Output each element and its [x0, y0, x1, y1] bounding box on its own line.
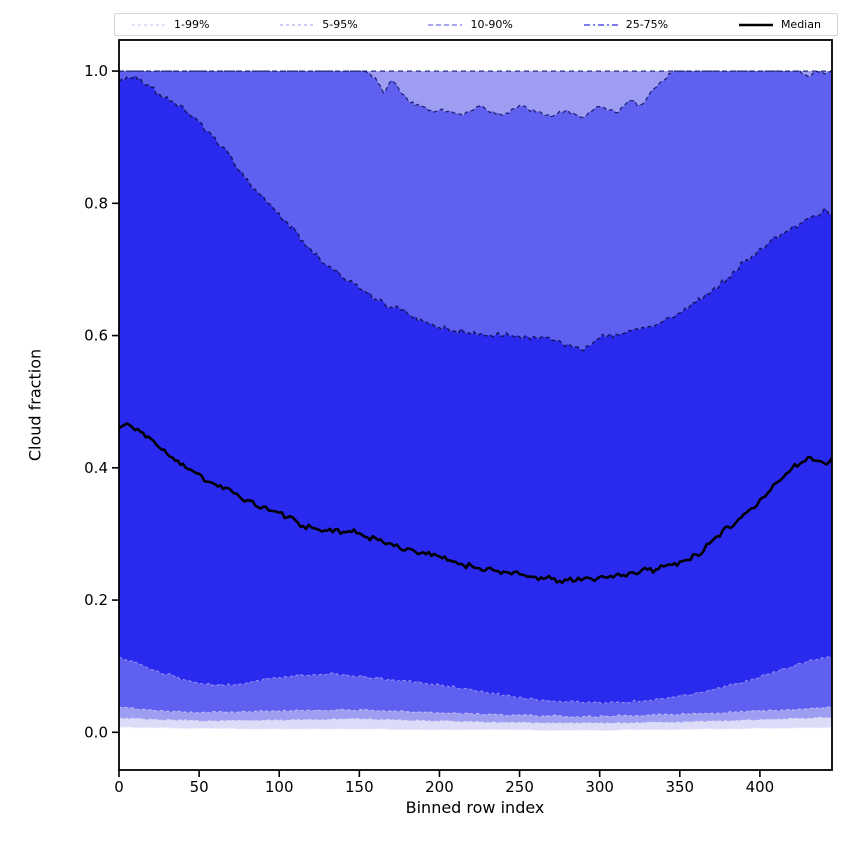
edge-lower-25-75% — [119, 656, 832, 705]
x-tick-label: 350 — [665, 778, 694, 796]
legend-line-swatch — [583, 23, 618, 26]
x-tick-label: 50 — [190, 778, 209, 796]
legend-label: 1-99% — [174, 18, 210, 31]
x-tick-label: 0 — [114, 778, 124, 796]
median-line — [119, 422, 832, 585]
y-tick-label: 0.6 — [84, 327, 108, 345]
axes-frame — [118, 39, 833, 771]
legend-item-25-75-: 25-75% — [583, 18, 668, 31]
band-25-75% — [119, 75, 832, 704]
x-tick-label: 100 — [265, 778, 294, 796]
legend-line-swatch — [280, 23, 315, 26]
plot-data-layer — [119, 70, 832, 732]
x-axis-label: Binned row index — [406, 798, 545, 817]
legend-item-median: Median — [738, 18, 821, 31]
legend-line-swatch — [428, 23, 463, 26]
x-tick-label: 200 — [425, 778, 454, 796]
edge-lower-10-90% — [119, 706, 832, 718]
x-tick-label: 150 — [345, 778, 374, 796]
legend-item-10-90-: 10-90% — [427, 18, 513, 31]
edge-lower-1-99% — [119, 726, 832, 732]
y-tick-label: 1.0 — [84, 62, 108, 80]
y-tick-label: 0.8 — [84, 194, 108, 212]
edge-lower-5-95% — [119, 716, 832, 725]
x-tick-label: 300 — [585, 778, 614, 796]
y-axis-label: Cloud fraction — [26, 349, 45, 461]
legend-label: 10-90% — [470, 18, 513, 31]
legend-item-5-95-: 5-95% — [279, 18, 358, 31]
x-tick-label: 400 — [746, 778, 775, 796]
legend-line-swatch — [738, 23, 773, 26]
legend-label: Median — [780, 18, 821, 31]
chart-legend: 1-99% 5-95% 10-90% 25-75% Median — [114, 13, 838, 36]
legend-label: 25-75% — [625, 18, 669, 31]
legend-label: 5-95% — [322, 18, 358, 31]
edge-p75 — [119, 74, 832, 352]
legend-item-1-99-: 1-99% — [131, 18, 209, 31]
y-tick-label: 0.4 — [84, 459, 108, 477]
plot-axes-layer: 0 50 100 150 200 250 300 350 400 0.0 0.2 0.4 0.6 0.8 1… — [84, 39, 833, 796]
legend-line-swatch — [132, 23, 166, 26]
y-tick-label: 0.0 — [84, 723, 108, 741]
x-tick-label: 250 — [505, 778, 534, 796]
y-tick-label: 0.2 — [84, 591, 108, 609]
